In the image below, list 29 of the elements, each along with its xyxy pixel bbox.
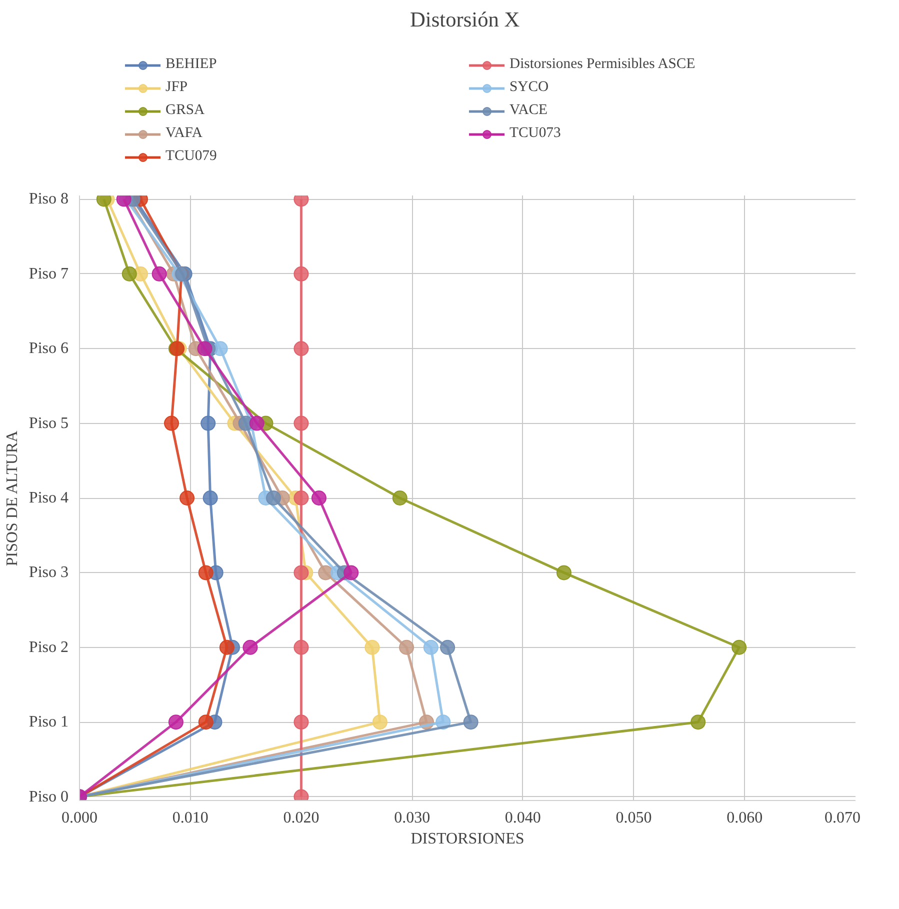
legend-label: TCU079 (166, 148, 218, 165)
x-tick-label: 0.050 (616, 810, 652, 826)
x-tick-label: 0.070 (824, 810, 860, 826)
legend-label: GRSA (166, 102, 206, 119)
y-tick-label: Piso 0 (28, 788, 69, 806)
y-tick-label: Piso 7 (28, 265, 69, 282)
y-tick-label: Piso 5 (28, 414, 69, 432)
x-axis-title: DISTORSIONES (410, 830, 524, 848)
y-tick-label: Piso 1 (28, 714, 69, 731)
legend-label: SYCO (510, 79, 550, 96)
x-tick-label: 0.020 (283, 810, 320, 826)
legend-label: JFP (166, 79, 189, 96)
y-tick-label: Piso 6 (28, 340, 69, 358)
legend-label: TCU073 (510, 125, 562, 142)
y-tick-label: Piso 4 (28, 490, 69, 506)
x-tick-label: 0.060 (726, 810, 763, 826)
x-tick-label: 0.010 (172, 810, 208, 826)
x-tick-label: 0.040 (504, 810, 541, 826)
y-tick-label: Piso 2 (28, 638, 69, 656)
y-tick-label: Piso 3 (28, 564, 69, 582)
chart-title: Distorsión X (410, 8, 520, 32)
x-tick-label: 0.000 (62, 810, 98, 826)
y-axis-title: PISOS DE ALTURA (4, 430, 21, 566)
legend-label: VAFA (166, 125, 204, 142)
x-tick-label: 0.030 (394, 810, 430, 826)
y-tick-label: Piso 8 (28, 190, 69, 208)
legend-label: Distorsiones Permisibles ASCE (510, 56, 696, 73)
legend-label: BEHIEP (166, 56, 218, 73)
legend-label: VACE (510, 102, 549, 119)
